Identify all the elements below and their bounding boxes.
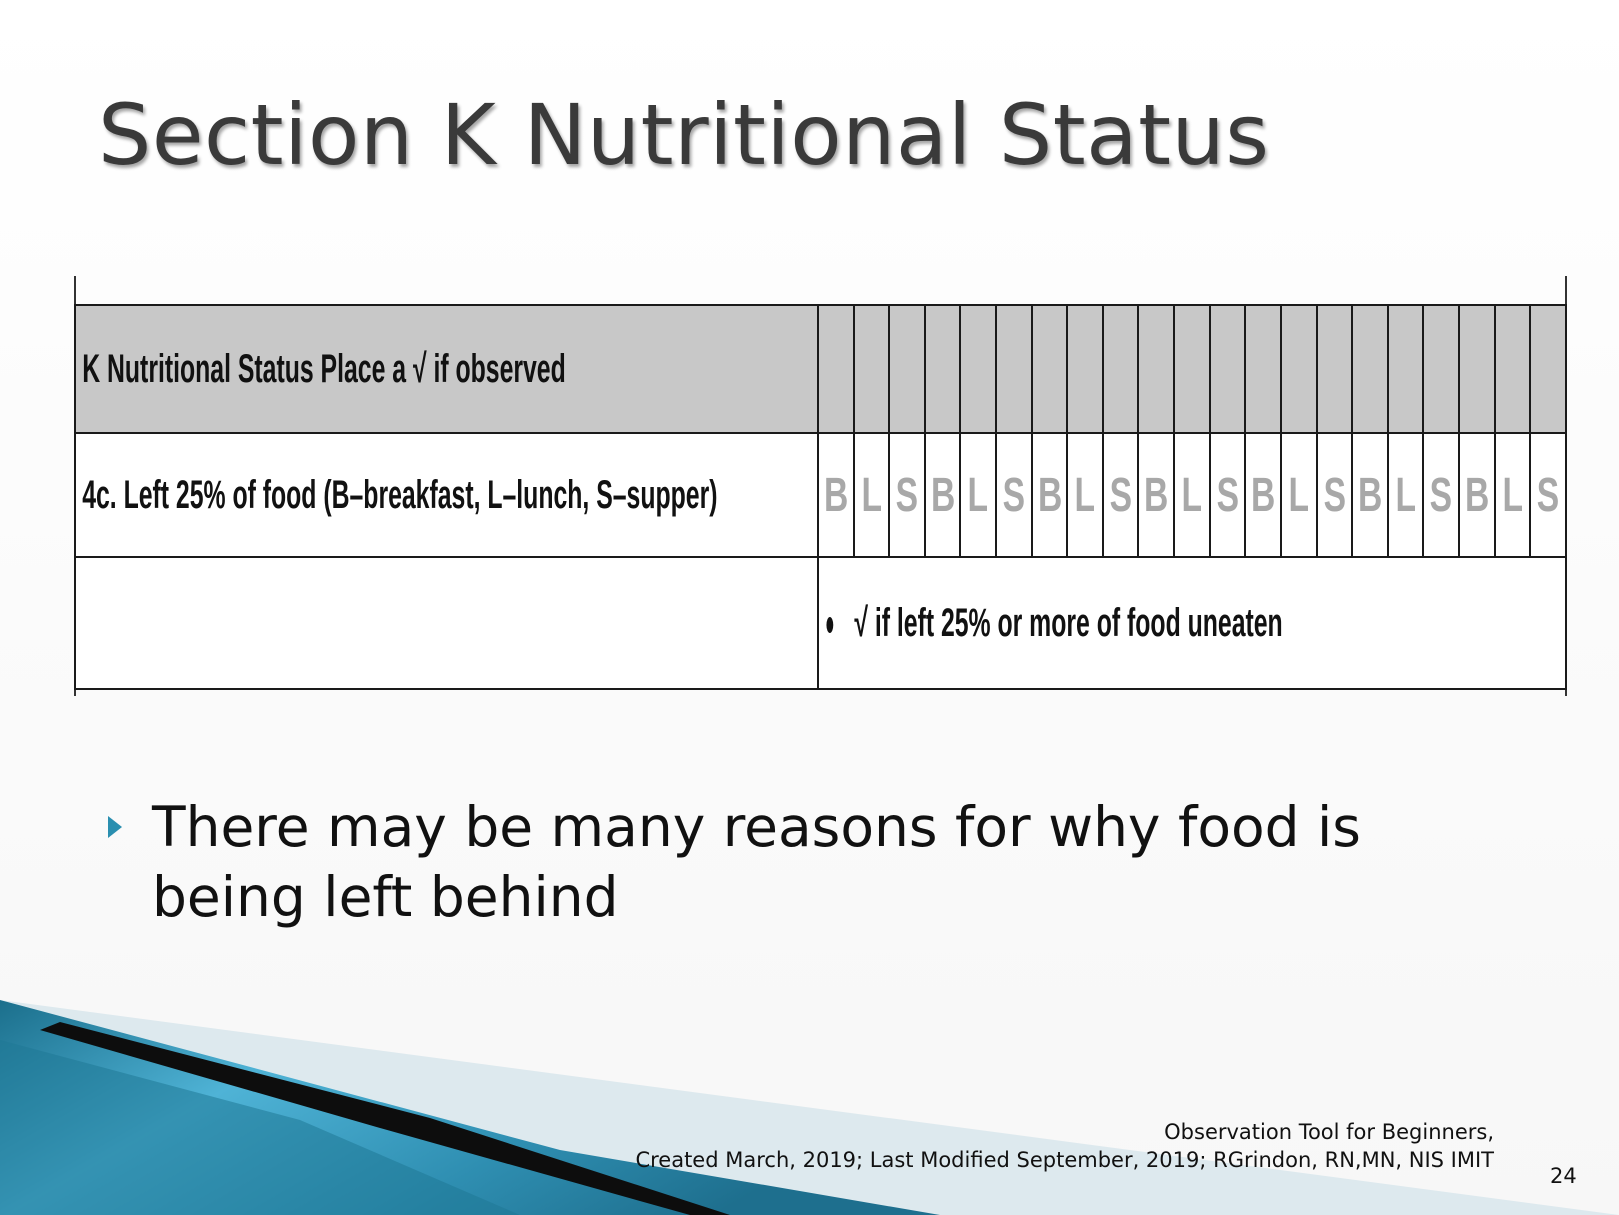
form-border-right (1565, 276, 1567, 696)
check-cell (1279, 304, 1318, 434)
meal-letter: S (895, 468, 919, 522)
meal-letter: B (1037, 468, 1062, 522)
nutrition-form-table: K Nutritional Status Place a √ if observ… (74, 304, 1567, 690)
meal-letter: B (1251, 468, 1276, 522)
meal-letter: S (1429, 468, 1453, 522)
bullet-text: There may be many reasons for why food i… (152, 795, 1361, 929)
check-cell (1529, 304, 1567, 434)
check-cell (1457, 304, 1496, 434)
check-cell (923, 304, 962, 434)
check-cell (1137, 304, 1176, 434)
meal-letter: L (861, 468, 882, 522)
form-header-cell: K Nutritional Status Place a √ if observ… (74, 304, 819, 434)
meal-letter: B (1465, 468, 1490, 522)
check-cell (1066, 304, 1104, 434)
meal-letter: S (1109, 468, 1132, 522)
note-cell: √ if left 25% or more of food uneaten (817, 556, 1567, 690)
meal-letter: S (1323, 468, 1346, 522)
check-cell (1030, 304, 1069, 434)
check-cell (1422, 304, 1460, 434)
meal-letter: B (1358, 468, 1383, 522)
empty-cell (74, 556, 819, 690)
note-text: √ if left 25% or more of food uneaten (854, 600, 1283, 645)
check-cell (888, 304, 926, 434)
meal-letter: S (1002, 468, 1026, 522)
meal-letter: B (930, 468, 956, 522)
slide-title: Section K Nutritional Status (98, 86, 1270, 184)
footer-line-2: Created March, 2019; Last Modified Septe… (635, 1148, 1494, 1172)
check-cell (995, 304, 1033, 434)
meal-letter: L (1074, 468, 1096, 522)
meal-letter: B (824, 468, 849, 522)
meal-letter: L (1395, 468, 1416, 522)
meal-letter: L (1502, 468, 1523, 522)
slide-footer: Observation Tool for Beginners, Created … (635, 1118, 1494, 1174)
meal-letter: L (1288, 468, 1309, 522)
check-cell (959, 304, 998, 434)
check-cell (1386, 304, 1425, 434)
note-text-wrap: √ if left 25% or more of food uneaten (820, 600, 1283, 646)
nutrition-form-image: K Nutritional Status Place a √ if observ… (74, 276, 1567, 696)
check-cell (817, 304, 855, 434)
bullet-dot-icon (826, 616, 834, 633)
meal-letter: B (1144, 468, 1169, 522)
bullet-arrow-icon (108, 816, 122, 838)
meal-letter: S (1536, 468, 1560, 522)
check-cell (852, 304, 891, 434)
decorative-wave-graphic (0, 1000, 1619, 1215)
footer-line-1: Observation Tool for Beginners, (1164, 1120, 1494, 1144)
meal-row: 4c. Left 25% of food (B–breakfast, L–lun… (74, 432, 1567, 558)
check-cell (1493, 304, 1532, 434)
check-cell (1351, 304, 1389, 434)
check-cell (1315, 304, 1354, 434)
check-cell (1208, 304, 1247, 434)
meal-letter: L (967, 468, 989, 522)
row-label-cell: 4c. Left 25% of food (B–breakfast, L–lun… (74, 432, 819, 558)
check-cell (1244, 304, 1282, 434)
note-row: √ if left 25% or more of food uneaten (74, 556, 1567, 690)
form-header-label: K Nutritional Status Place a √ if observ… (82, 346, 566, 391)
meal-letter: L (1181, 468, 1203, 522)
check-cell (1101, 304, 1140, 434)
meal-letter: S (1216, 468, 1239, 522)
check-cell (1173, 304, 1211, 434)
row-label: 4c. Left 25% of food (B–breakfast, L–lun… (82, 472, 718, 517)
form-header-row: K Nutritional Status Place a √ if observ… (74, 304, 1567, 434)
page-number: 24 (1550, 1164, 1577, 1188)
